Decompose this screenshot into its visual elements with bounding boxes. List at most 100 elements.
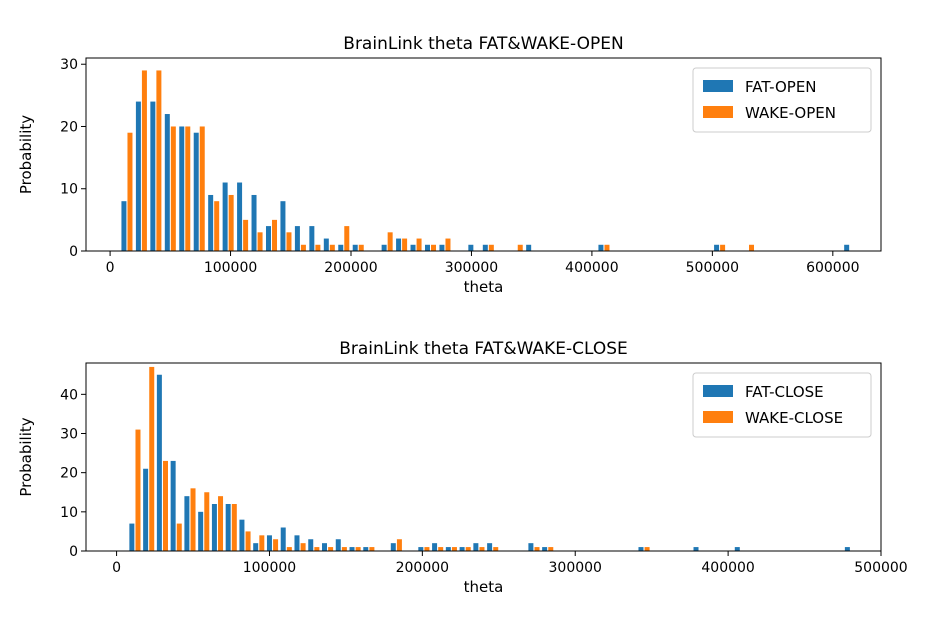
- bar: [438, 547, 444, 551]
- bar: [410, 244, 416, 251]
- bar: [164, 114, 170, 251]
- bar: [300, 244, 306, 251]
- x-tick-label: 600000: [806, 260, 859, 276]
- bar: [149, 366, 155, 551]
- bar: [211, 504, 217, 551]
- bar: [488, 244, 494, 251]
- x-tick-label: 500000: [686, 260, 739, 276]
- bar: [156, 374, 162, 551]
- bar: [749, 244, 755, 251]
- bar: [644, 547, 650, 551]
- bar: [308, 539, 314, 551]
- bar: [286, 547, 292, 551]
- bar: [387, 232, 393, 251]
- bar: [335, 539, 341, 551]
- y-tick-label: 40: [60, 387, 78, 403]
- bar: [548, 547, 554, 551]
- series-2: [127, 70, 755, 251]
- bar: [424, 547, 430, 551]
- chart-title: BrainLink theta FAT&WAKE-OPEN: [343, 34, 623, 54]
- bar: [198, 511, 204, 551]
- x-tick-label: 400000: [701, 560, 754, 576]
- bar: [396, 539, 402, 551]
- bar: [844, 547, 850, 551]
- bar: [418, 547, 424, 551]
- bar: [156, 70, 162, 251]
- bar: [185, 126, 191, 251]
- bar: [344, 226, 350, 251]
- legend-swatch: [703, 411, 733, 423]
- bar: [225, 504, 231, 551]
- x-tick-label: 300000: [549, 560, 602, 576]
- bar: [363, 547, 369, 551]
- bar: [542, 547, 548, 551]
- bar: [720, 244, 726, 251]
- bar: [638, 547, 644, 551]
- plot-frame: [85, 57, 882, 252]
- bar: [228, 194, 234, 251]
- bar: [127, 132, 133, 251]
- y-tick-label: 10: [60, 182, 78, 198]
- bar: [482, 244, 488, 251]
- bar: [170, 460, 176, 551]
- bar: [604, 244, 610, 251]
- bar: [190, 488, 196, 551]
- bar: [314, 547, 320, 551]
- bar: [294, 226, 300, 251]
- bar: [439, 244, 445, 251]
- x-tick-label: 200000: [396, 560, 449, 576]
- bar: [445, 547, 451, 551]
- bar: [341, 547, 347, 551]
- bar: [214, 201, 220, 251]
- bar: [369, 547, 375, 551]
- bar: [135, 429, 141, 551]
- bar: [315, 244, 321, 251]
- bar: [286, 232, 292, 251]
- bar: [445, 238, 451, 251]
- x-tick-label: 500000: [854, 560, 907, 576]
- bar: [266, 535, 272, 551]
- bar: [431, 244, 437, 251]
- bar: [526, 244, 532, 251]
- bar: [432, 543, 438, 551]
- bar: [734, 547, 740, 551]
- bar: [338, 244, 344, 251]
- bar: [163, 460, 168, 551]
- bar: [184, 496, 190, 551]
- bar: [352, 244, 358, 251]
- x-tick-label: 200000: [324, 260, 377, 276]
- legend: FAT-CLOSE WAKE-CLOSE: [692, 372, 872, 438]
- legend-swatch: [703, 106, 733, 118]
- bar: [322, 543, 327, 551]
- bar: [355, 547, 361, 551]
- y-tick-label: 30: [60, 57, 78, 73]
- x-tick-label: 100000: [243, 560, 296, 576]
- bar: [473, 543, 479, 551]
- bar: [193, 132, 199, 251]
- x-axis-label: theta: [464, 578, 504, 596]
- bar: [451, 547, 457, 551]
- bar: [253, 543, 259, 551]
- series-1: [121, 101, 850, 251]
- plot-frame: [85, 362, 882, 552]
- y-tick-label: 30: [60, 427, 78, 443]
- bar: [459, 547, 465, 551]
- bar: [693, 547, 699, 551]
- bar: [402, 238, 408, 251]
- series-2: [135, 366, 650, 551]
- bar: [479, 547, 485, 551]
- bar: [714, 244, 720, 251]
- chart-title: BrainLink theta FAT&WAKE-CLOSE: [339, 339, 628, 359]
- chart-1: BrainLink theta FAT&WAKE-OPEN 0 100000 2000…: [17, 34, 882, 296]
- y-tick-label: 20: [60, 466, 78, 482]
- bar: [424, 244, 430, 251]
- bar: [280, 201, 286, 251]
- bar: [534, 547, 540, 551]
- y-tick-label: 20: [60, 119, 78, 135]
- bar: [150, 101, 156, 251]
- x-tick-label: 0: [106, 260, 115, 276]
- bar: [237, 182, 243, 251]
- bar: [179, 126, 185, 251]
- bar: [300, 543, 306, 551]
